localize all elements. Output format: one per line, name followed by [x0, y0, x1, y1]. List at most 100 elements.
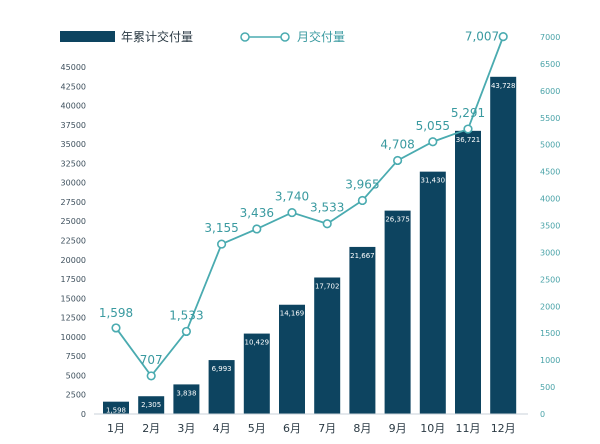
line-value-label: 707	[140, 353, 163, 367]
right-axis-tick: 2000	[540, 302, 560, 311]
bar-value-label: 17,702	[315, 282, 340, 290]
bar	[455, 130, 481, 415]
bar-value-label: 1,598	[106, 407, 126, 415]
legend-line-label: 月交付量	[297, 29, 345, 44]
bar-value-label: 14,169	[280, 310, 305, 318]
legend-bar-swatch	[60, 31, 115, 42]
left-axis-tick: 37500	[61, 121, 86, 130]
line-point	[217, 239, 227, 249]
line-value-label: 1,533	[169, 308, 203, 322]
legend: 年累计交付量 月交付量	[60, 29, 345, 44]
line-value-label: 3,436	[240, 206, 274, 220]
right-axis: 0 500 1000 1500 2000 2500 3000 3500 4000 4500 5000…	[540, 33, 560, 419]
line-point	[428, 137, 438, 147]
x-axis-tick: 6月	[283, 422, 301, 435]
bar	[173, 384, 200, 414]
bar-series	[103, 76, 517, 415]
right-axis-tick: 5500	[540, 114, 560, 123]
x-axis-tick: 1月	[107, 422, 125, 435]
x-axis-tick: 8月	[353, 422, 371, 435]
bar	[419, 171, 446, 414]
bar	[103, 401, 129, 414]
line-point	[322, 219, 332, 229]
bar-labels: 1,598 2,305 3,838 6,993 10,429 14,169 17,702 21…	[106, 82, 515, 415]
left-axis-tick: 0	[81, 410, 86, 419]
x-axis-tick: 12月	[491, 422, 516, 435]
line-point	[146, 371, 156, 381]
line-value-label: 3,533	[310, 201, 344, 215]
right-axis-tick: 1500	[540, 329, 560, 338]
line-value-label: 3,740	[275, 190, 309, 204]
line-value-label: 3,155	[204, 221, 238, 235]
legend-line-marker-right	[280, 32, 290, 42]
bar	[314, 277, 341, 414]
left-axis-tick: 5000	[66, 371, 86, 380]
right-axis-tick: 2500	[540, 275, 560, 284]
bar-value-label: 31,430	[421, 177, 446, 185]
line-point	[181, 326, 191, 337]
line-point	[393, 155, 403, 166]
left-axis-tick: 12500	[61, 314, 86, 323]
left-axis-tick: 45000	[61, 63, 86, 72]
left-axis-tick: 15000	[61, 294, 86, 303]
right-axis-tick: 1000	[540, 356, 560, 365]
left-axis-tick: 40000	[61, 102, 86, 111]
right-axis-tick: 0	[540, 410, 545, 419]
bar	[208, 360, 235, 414]
x-axis-tick: 9月	[389, 422, 407, 435]
left-axis-tick: 7500	[66, 352, 86, 361]
line-point	[252, 224, 262, 234]
left-axis-tick: 22500	[61, 237, 86, 246]
x-axis-tick: 4月	[213, 422, 231, 435]
line-value-label: 3,965	[345, 177, 379, 191]
bar	[243, 333, 270, 414]
left-axis-tick: 25000	[61, 217, 86, 226]
line-path	[115, 36, 505, 378]
bar-value-label: 36,721	[456, 136, 481, 144]
right-axis-tick: 6500	[540, 60, 560, 69]
bar	[349, 246, 376, 414]
bar	[384, 210, 411, 414]
bar-value-label: 10,429	[245, 339, 270, 347]
line-value-label: 1,598	[99, 306, 133, 320]
right-axis-tick: 5000	[540, 141, 560, 150]
bar-value-label: 2,305	[141, 401, 161, 409]
line-point	[287, 207, 297, 218]
right-axis-tick: 6000	[540, 87, 560, 96]
left-axis-tick: 42500	[61, 82, 86, 91]
left-axis-tick: 10000	[61, 333, 86, 342]
right-axis-tick: 4000	[540, 195, 560, 204]
line-series	[111, 32, 508, 381]
right-axis-tick: 500	[540, 383, 555, 392]
legend-line-marker-left	[240, 32, 250, 42]
legend-bar-label: 年累计交付量	[121, 29, 193, 44]
line-point	[498, 32, 508, 42]
left-axis-tick: 35000	[61, 140, 86, 149]
x-axis-tick: 2月	[142, 422, 160, 435]
left-axis-tick: 17500	[61, 275, 86, 284]
line-point	[357, 195, 368, 206]
x-axis-tick: 11月	[456, 422, 481, 435]
right-axis-tick: 3500	[540, 222, 560, 231]
bar-value-label: 21,667	[350, 252, 375, 260]
line-point	[463, 124, 473, 134]
left-axis-tick: 30000	[61, 179, 86, 188]
left-axis-tick: 2500	[66, 391, 86, 400]
left-axis-tick: 27500	[61, 198, 86, 207]
bar-value-label: 6,993	[212, 365, 232, 373]
left-axis-tick: 20000	[61, 256, 86, 265]
right-axis-tick: 3000	[540, 248, 560, 257]
bar-value-label: 43,728	[491, 82, 516, 90]
line-value-label: 5,055	[416, 119, 450, 133]
x-axis: 1月 2月 3月 4月 5月 6月 7月 8月 9月 10月 11月 12月	[94, 413, 528, 435]
x-axis-tick: 10月	[420, 422, 445, 435]
left-axis: 0 2500 5000 7500 10000 12500 15000 17500 20000 22…	[61, 63, 86, 419]
x-axis-tick: 7月	[318, 422, 336, 435]
right-axis-tick: 4500	[540, 168, 560, 177]
x-axis-tick: 5月	[248, 422, 266, 435]
right-axis-tick: 7000	[540, 33, 560, 42]
bar	[279, 304, 305, 414]
bar	[490, 76, 517, 414]
bar-value-label: 3,838	[176, 389, 196, 397]
